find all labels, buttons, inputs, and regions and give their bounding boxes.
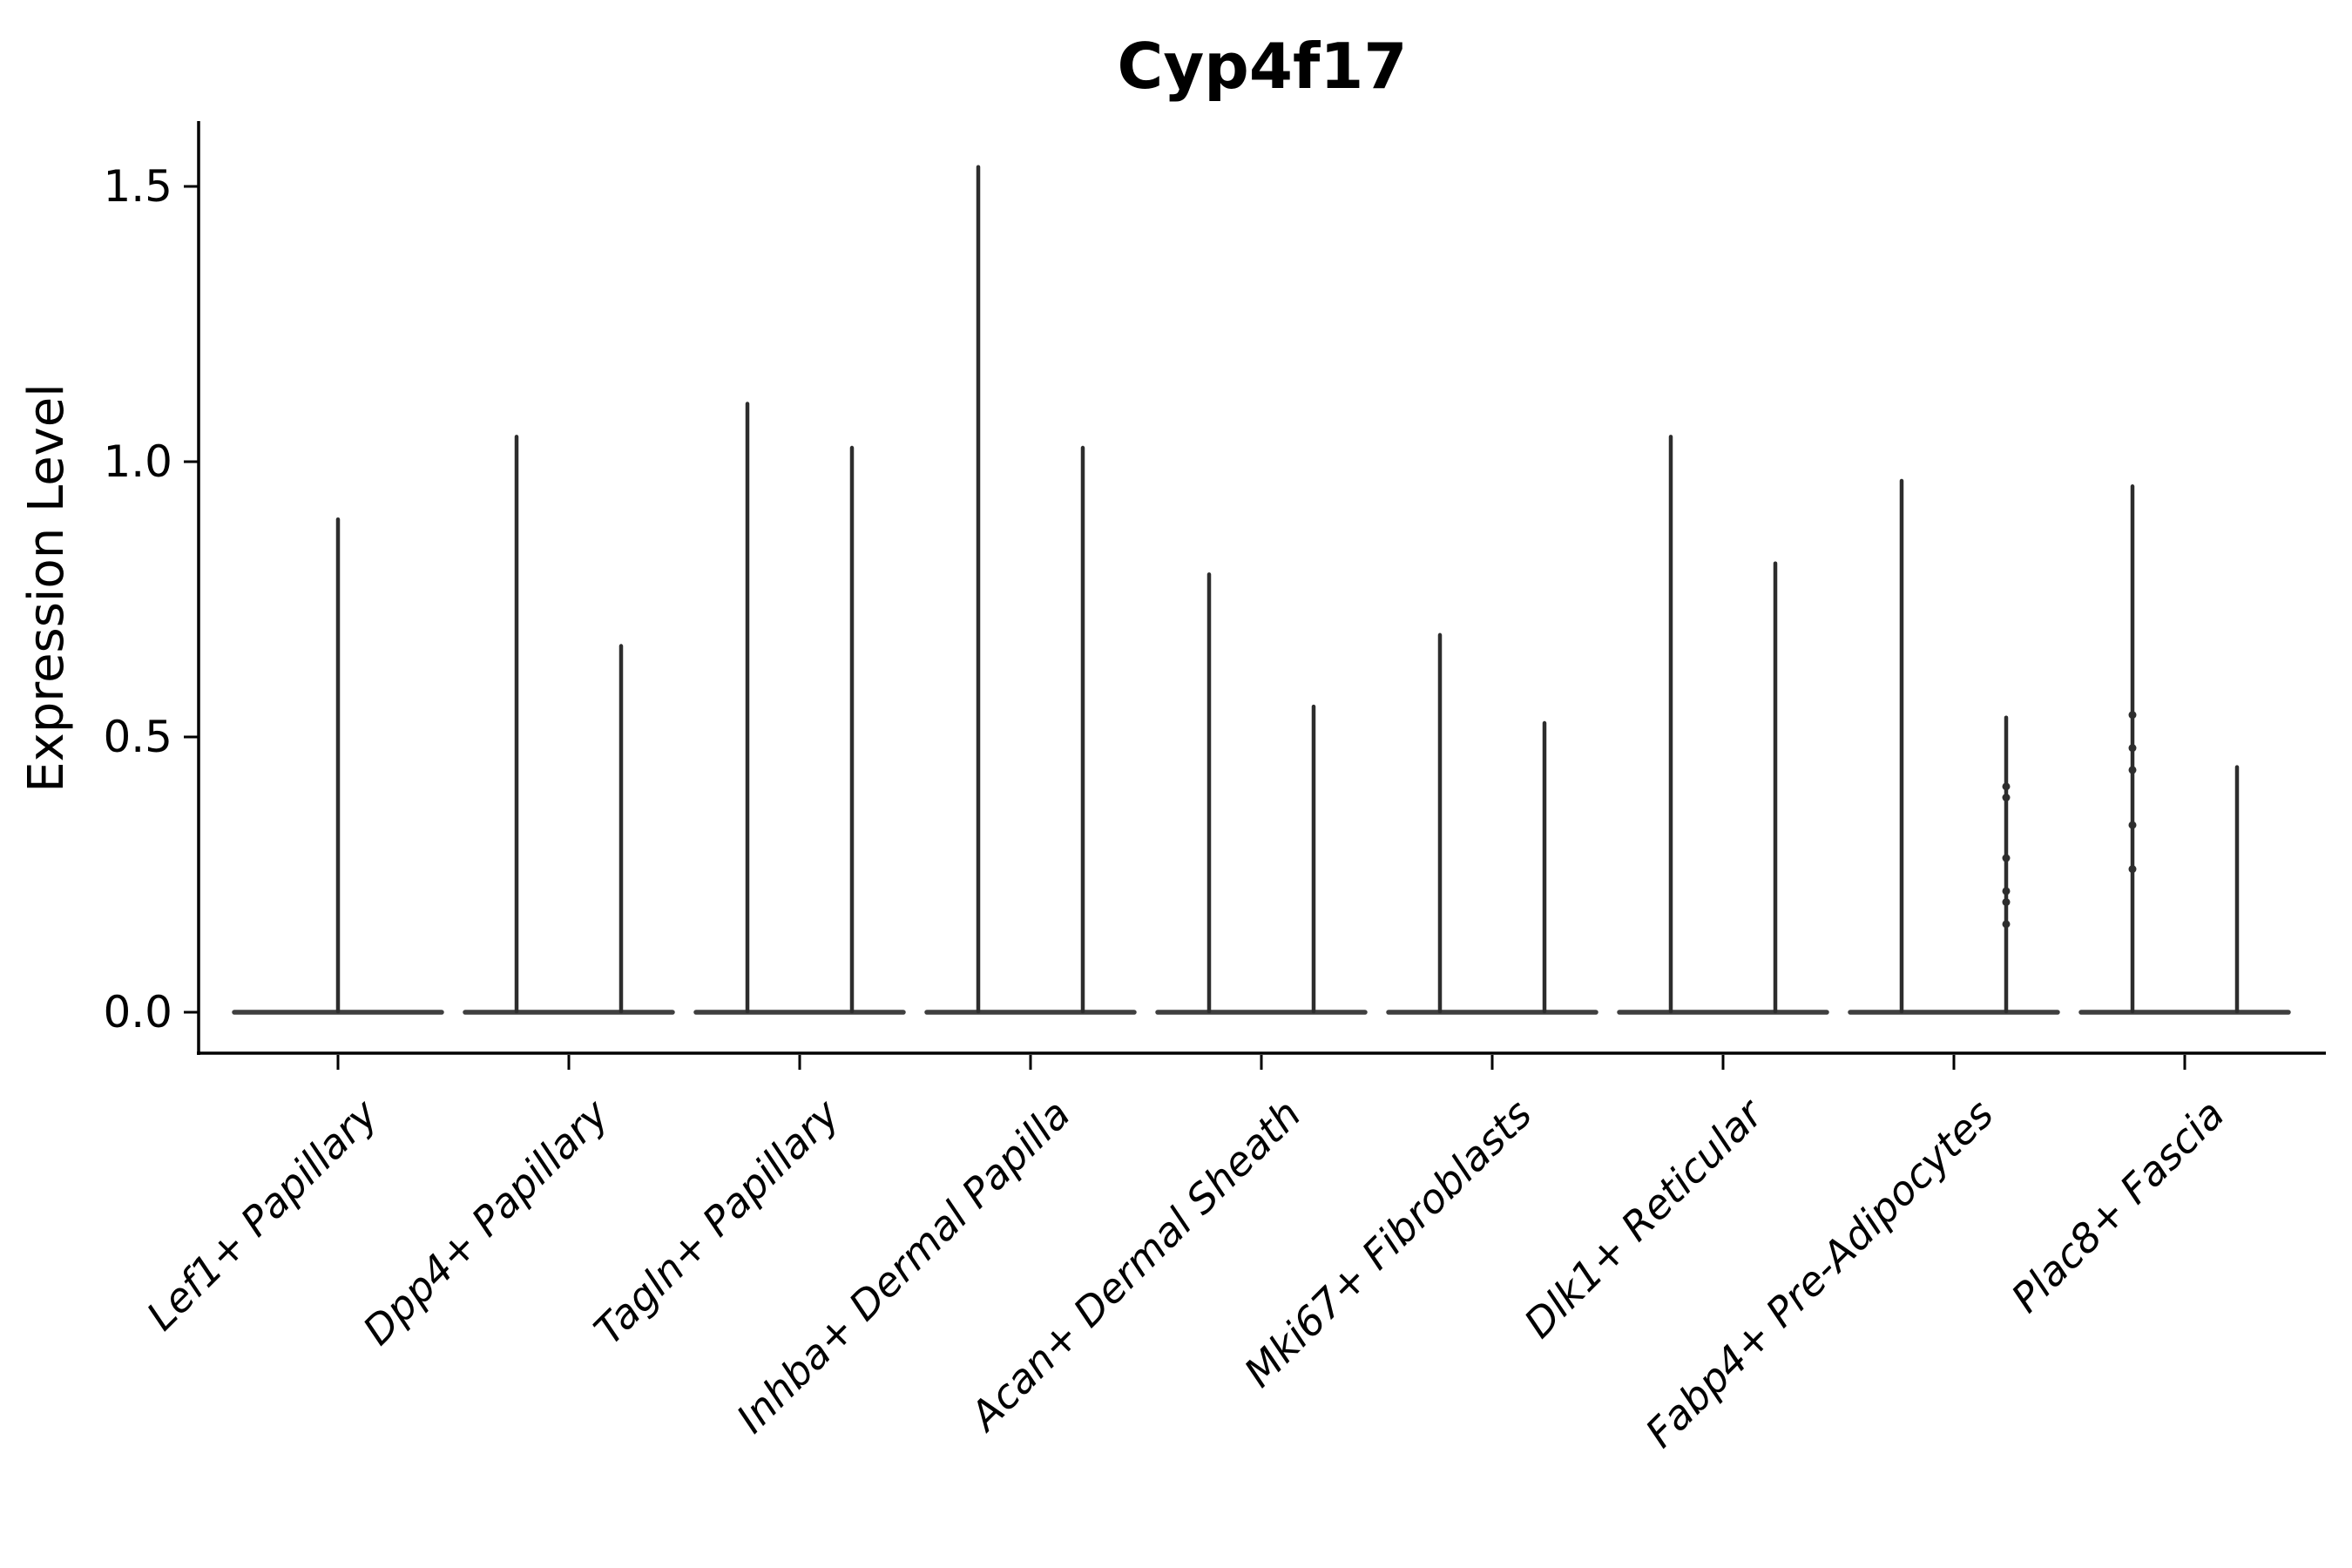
x-tick-label: Plac8+ Fascia <box>2002 1091 2233 1321</box>
jitter-point <box>2002 920 2011 929</box>
x-tick-label: Tagln+ Papillary <box>585 1090 848 1354</box>
y-tick-label: 1.0 <box>103 436 172 487</box>
x-tick-label: Lef1+ Papillary <box>138 1090 387 1339</box>
x-tick-label: Dpp4+ Papillary <box>354 1090 618 1354</box>
y-tick-label: 0.0 <box>103 987 172 1037</box>
jitter-point <box>2128 821 2137 829</box>
jitter-point <box>2128 865 2137 874</box>
plot-title: Cyp4f17 <box>1118 30 1408 103</box>
jitter-point <box>2002 887 2011 896</box>
y-axis-label: Expression Level <box>18 383 75 793</box>
violins <box>232 165 2291 1015</box>
jitter-point <box>2128 744 2137 753</box>
jitter-point <box>2002 782 2011 791</box>
y-tick-label: 0.5 <box>103 712 172 762</box>
jitter-point <box>2002 854 2011 862</box>
axes <box>184 121 2326 1070</box>
y-tick-label: 1.5 <box>103 161 172 212</box>
jitter-point <box>2128 766 2137 774</box>
jitter-point <box>2002 898 2011 907</box>
x-tick-label: Dlk1+ Reticular <box>1515 1088 1774 1347</box>
jitter-point <box>2002 794 2011 802</box>
jitter-point <box>2128 711 2137 720</box>
